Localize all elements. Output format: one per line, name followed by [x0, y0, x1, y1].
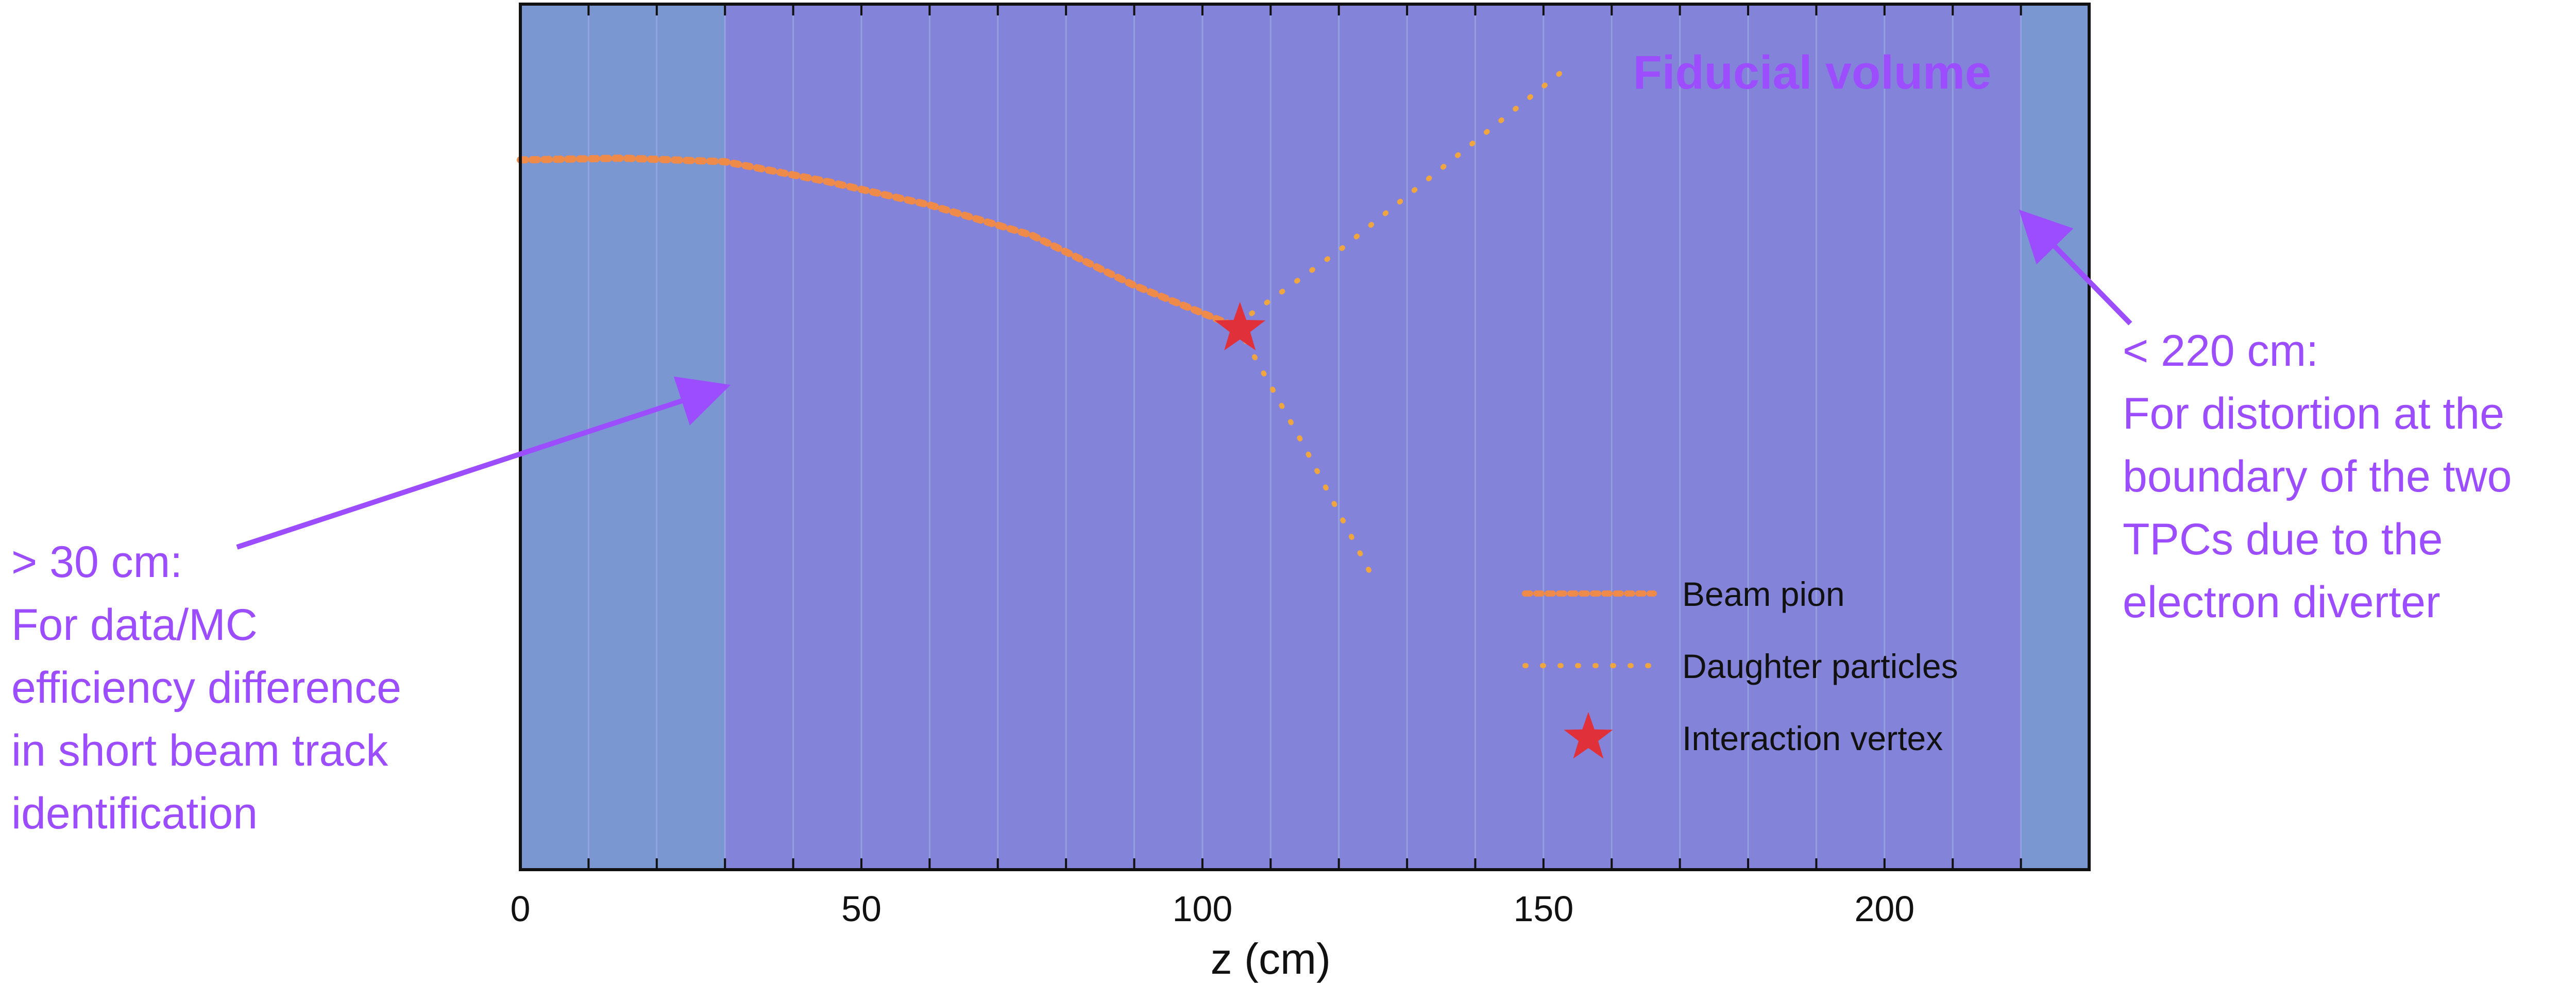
x-tick-label: 150	[1513, 889, 1573, 929]
annotation-lower-cut-line: in short beam track	[11, 726, 388, 775]
annotation-arrow-lower-cut	[236, 376, 731, 550]
annotation-upper-cut: < 220 cm: For distortion at the boundary…	[2123, 319, 2512, 634]
annotation-upper-cut-line: boundary of the two	[2123, 452, 2512, 501]
excluded-region-upstream	[520, 4, 725, 870]
gridlines	[587, 4, 2022, 870]
fiducial-volume-label: Fiducial volume	[1633, 46, 1991, 99]
beam-pion-track	[517, 154, 1241, 331]
annotation-upper-cut-line: For distortion at the	[2123, 389, 2504, 438]
plot-frame	[519, 3, 2091, 871]
fiducial-region	[725, 4, 2021, 870]
annotation-lower-cut-line: > 30 cm:	[11, 537, 183, 587]
legend-label: Beam pion	[1682, 575, 1845, 613]
x-tick-label: 200	[1854, 889, 1914, 929]
legend-label: Interaction vertex	[1682, 719, 1943, 757]
x-axis-label: z (cm)	[1211, 935, 1331, 983]
x-tick-label: 50	[841, 889, 882, 929]
legend-label: Daughter particles	[1682, 647, 1958, 685]
annotation-upper-cut-line: TPCs due to the	[2123, 515, 2443, 564]
x-axis-ticks: 0 50 100 150 200	[511, 889, 1915, 929]
annotation-lower-cut-line: efficiency difference	[11, 663, 401, 713]
legend-vertex-star	[1564, 712, 1613, 759]
annotation-arrows	[236, 209, 2132, 550]
annotation-lower-cut: > 30 cm: For data/MC efficiency differen…	[11, 531, 401, 845]
annotation-arrow-upper-cut	[2019, 209, 2132, 326]
annotation-lower-cut-line: identification	[11, 789, 258, 838]
legend: Beam pion Daughter particles Interaction v…	[1522, 575, 1958, 759]
daughter-particle-track	[1234, 321, 1376, 581]
daughter-particle-track	[1234, 62, 1573, 327]
tracks-layer	[517, 62, 1573, 581]
annotation-lower-cut-line: For data/MC	[11, 600, 258, 650]
x-tick-label: 100	[1173, 889, 1233, 929]
annotation-upper-cut-line: electron diverter	[2123, 578, 2441, 627]
excluded-region-downstream	[2021, 4, 2089, 870]
annotation-upper-cut-line: < 220 cm:	[2123, 326, 2319, 376]
x-tick-label: 0	[511, 889, 531, 929]
regions-layer	[520, 4, 2089, 870]
interaction-vertex-star	[1214, 302, 1266, 351]
